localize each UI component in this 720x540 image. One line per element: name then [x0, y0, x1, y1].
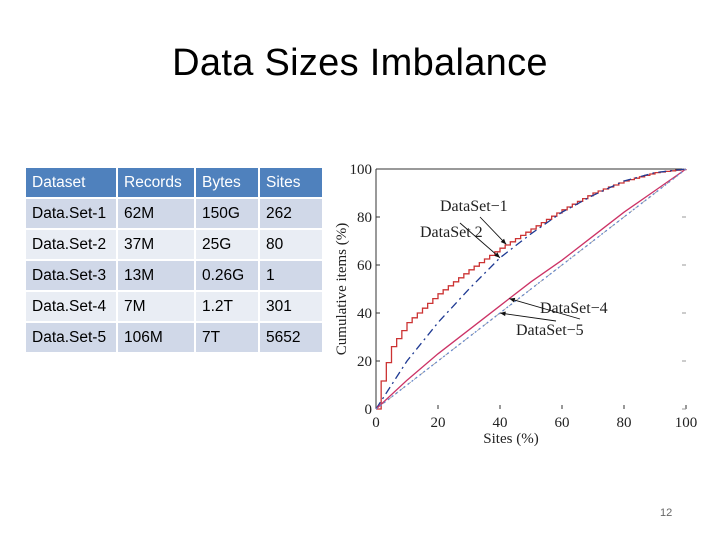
- annotation-arrowhead: [509, 297, 516, 303]
- table-cell: Data.Set-5: [26, 322, 117, 352]
- y-tick-label: 80: [357, 210, 372, 226]
- annotation-arrowhead: [500, 311, 506, 317]
- table-row: Data.Set-3 13M 0.26G 1: [26, 260, 322, 291]
- cumulative-items-chart: 0 20 40 60 80 100 0 20 40 60 80 100 Sites (%) Cumulat…: [334, 162, 698, 447]
- table-row: Data.Set-2 37M 25G 80: [26, 229, 322, 260]
- table-cell: 7M: [116, 291, 195, 322]
- annotation-arrow: [479, 216, 507, 245]
- annotation-arrowhead: [500, 238, 507, 245]
- table-cell: 5652: [258, 322, 322, 352]
- annotation-arrow: [459, 222, 501, 259]
- table-cell: Data.Set-1: [26, 198, 117, 229]
- table-cell: 0.26G: [194, 260, 259, 291]
- table-cell: 80: [258, 229, 322, 260]
- table-row: Data.Set-5 106M 7T 5652: [26, 322, 322, 352]
- y-tick-label: 60: [357, 258, 372, 274]
- x-tick-label: 60: [555, 415, 570, 431]
- annotation-arrow: [509, 298, 581, 320]
- table-cell: 150G: [194, 198, 259, 229]
- column-header-dataset: Dataset: [26, 168, 117, 198]
- x-tick-label: 100: [675, 415, 698, 431]
- annotation-label: DataSet−1: [440, 198, 508, 215]
- annotation-arrowhead: [494, 252, 500, 258]
- page-number: 12: [660, 507, 673, 519]
- annotation-label: DataSet−5: [516, 322, 584, 339]
- column-header-records: Records: [116, 168, 195, 198]
- table-cell: 25G: [194, 229, 259, 260]
- annotation-label: DataSet−4: [540, 300, 608, 317]
- y-tick-label: 20: [357, 354, 372, 370]
- column-header-sites: Sites: [258, 168, 322, 198]
- y-tick-label: 40: [357, 306, 372, 322]
- series-line-2: [375, 168, 687, 410]
- table-cell: 301: [258, 291, 322, 322]
- table-cell: 7T: [194, 322, 259, 352]
- table-cell: 13M: [116, 260, 195, 291]
- x-tick-label: 80: [617, 415, 632, 431]
- table-cell: 106M: [116, 322, 195, 352]
- y-tick-label: 100: [350, 162, 373, 178]
- dataset-table: Dataset Records Bytes Sites Data.Set-1 6…: [26, 168, 322, 352]
- table-cell: Data.Set-2: [26, 229, 117, 260]
- x-tick-label: 40: [493, 415, 508, 431]
- series-line-4: [375, 168, 687, 410]
- table-cell: 1.2T: [194, 291, 259, 322]
- x-tick-label: 0: [372, 415, 380, 431]
- table-row: Data.Set-1 62M 150G 262: [26, 198, 322, 229]
- annotation-label: DataSet 2: [420, 224, 483, 241]
- table-cell: 1: [258, 260, 322, 291]
- table-cell: 262: [258, 198, 322, 229]
- y-tick-label: 0: [365, 402, 373, 418]
- y-axis-label: Cumulative items (%): [334, 223, 350, 355]
- table-cell: Data.Set-4: [26, 291, 117, 322]
- series-line-3: [375, 168, 687, 410]
- slide-title: Data Sizes Imbalance: [172, 42, 548, 84]
- table-cell: Data.Set-3: [26, 260, 117, 291]
- table-cell: 62M: [116, 198, 195, 229]
- table-header-row: Dataset Records Bytes Sites: [26, 168, 322, 198]
- x-tick-label: 20: [431, 415, 446, 431]
- series-line-1: [376, 168, 687, 410]
- table-cell: 37M: [116, 229, 195, 260]
- column-header-bytes: Bytes: [194, 168, 259, 198]
- table-row: Data.Set-4 7M 1.2T 301: [26, 291, 322, 322]
- x-axis-label: Sites (%): [483, 431, 538, 447]
- annotation-arrow: [499, 312, 557, 322]
